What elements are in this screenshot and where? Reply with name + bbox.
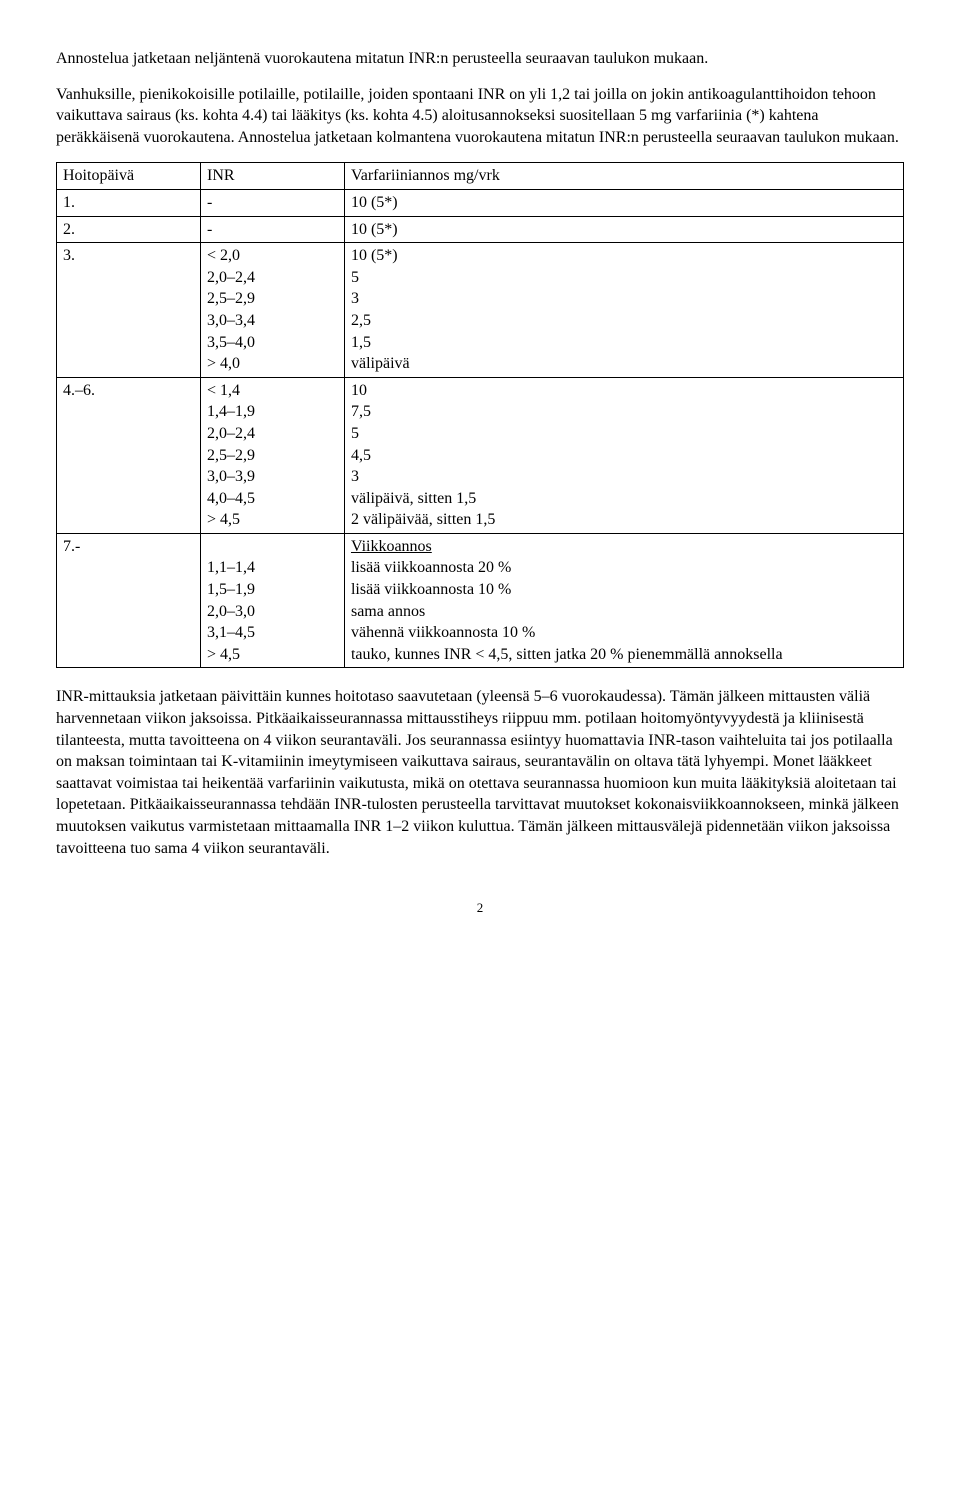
- cell-inr: < 1,41,4–1,92,0–2,42,5–2,93,0–3,94,0–4,5…: [200, 377, 344, 533]
- cell-day: 4.–6.: [57, 377, 201, 533]
- paragraph-followup: INR-mittauksia jatketaan päivittäin kunn…: [56, 686, 904, 859]
- cell-dose: Viikkoannoslisää viikkoannosta 20 %lisää…: [344, 533, 903, 668]
- paragraph-intro-2: Vanhuksille, pienikokoisille potilaille,…: [56, 84, 904, 149]
- table-row: 7.-1,1–1,41,5–1,92,0–3,03,1–4,5> 4,5Viik…: [57, 533, 904, 668]
- table-row: 3.< 2,02,0–2,42,5–2,93,0–3,43,5–4,0> 4,0…: [57, 243, 904, 378]
- cell-dose: 10 (5*): [344, 216, 903, 243]
- paragraph-intro-1: Annostelua jatketaan neljäntenä vuorokau…: [56, 48, 904, 70]
- page-number: 2: [56, 899, 904, 917]
- table-header-row: Hoitopäivä INR Varfariiniannos mg/vrk: [57, 163, 904, 190]
- cell-day: 2.: [57, 216, 201, 243]
- cell-dose: 10 (5*): [344, 189, 903, 216]
- table-row: 1.-10 (5*): [57, 189, 904, 216]
- table-row: 4.–6.< 1,41,4–1,92,0–2,42,5–2,93,0–3,94,…: [57, 377, 904, 533]
- cell-day: 7.-: [57, 533, 201, 668]
- cell-dose: 107,554,53välipäivä, sitten 1,52 välipäi…: [344, 377, 903, 533]
- header-dose: Varfariiniannos mg/vrk: [344, 163, 903, 190]
- cell-inr: -: [200, 216, 344, 243]
- header-day: Hoitopäivä: [57, 163, 201, 190]
- table-row: 2.-10 (5*): [57, 216, 904, 243]
- cell-dose: 10 (5*)532,51,5välipäivä: [344, 243, 903, 378]
- cell-day: 3.: [57, 243, 201, 378]
- cell-day: 1.: [57, 189, 201, 216]
- dosing-table: Hoitopäivä INR Varfariiniannos mg/vrk 1.…: [56, 162, 904, 668]
- cell-inr: 1,1–1,41,5–1,92,0–3,03,1–4,5> 4,5: [200, 533, 344, 668]
- cell-inr: < 2,02,0–2,42,5–2,93,0–3,43,5–4,0> 4,0: [200, 243, 344, 378]
- cell-inr: -: [200, 189, 344, 216]
- header-inr: INR: [200, 163, 344, 190]
